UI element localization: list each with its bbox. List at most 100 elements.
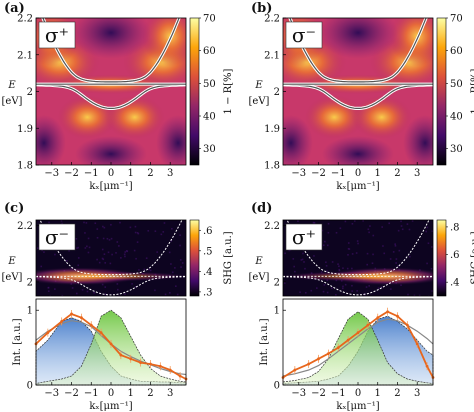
shg-noise: [346, 267, 349, 270]
intensity-panel-1: −3 −2 −1 0 1 2 3 0 1 kₓ[μm⁻¹] Int. [a.u.]: [259, 298, 435, 412]
data-point: [405, 323, 409, 327]
panel-letter: (a): [4, 1, 25, 16]
shg-frame: [35, 219, 187, 297]
data-point: [149, 362, 152, 366]
data-point: [119, 353, 123, 357]
shg-content: [36, 220, 186, 296]
shg-noise: [88, 246, 91, 249]
data-point: [425, 364, 429, 368]
shg-noise: [400, 220, 402, 223]
shg-noise: [409, 255, 411, 258]
shg-noise: [179, 244, 181, 247]
shg-noise: [102, 225, 104, 228]
panel-letter: (d): [251, 201, 272, 216]
shg-noise: [47, 290, 50, 292]
shg-noise: [363, 294, 366, 296]
shg-noise: [77, 264, 80, 267]
shg-noise: [116, 288, 119, 291]
shg-noise: [288, 249, 291, 252]
data-point: [178, 374, 182, 378]
data-point: [307, 362, 311, 366]
polarization-label: σ⁺: [45, 23, 69, 47]
shg-noise: [326, 244, 329, 247]
colorbar-tick-label: 60: [203, 46, 216, 57]
shg-noise: [292, 258, 295, 260]
shg-noise: [313, 255, 315, 257]
x-axis-label: kₓ[μm⁻¹]: [336, 181, 379, 192]
shg-noise: [338, 268, 341, 271]
x-tick-label: 1: [375, 388, 381, 399]
polarization-label: σ⁻: [292, 23, 316, 47]
data-point: [158, 364, 162, 368]
data-point: [346, 338, 350, 342]
shg-noise: [101, 248, 104, 251]
shg-noise: [135, 257, 137, 260]
shg-noise: [86, 290, 89, 293]
shg-noise: [398, 249, 401, 252]
shg-noise: [389, 258, 392, 260]
shg-noise: [147, 230, 150, 232]
shg-noise: [327, 222, 330, 225]
shg-noise: [337, 263, 339, 265]
shg-noise: [160, 233, 163, 236]
colorbar-tick-label: .6: [203, 226, 213, 237]
y-tick-label: 2.2: [264, 14, 280, 25]
y-tick-label: 2: [274, 87, 280, 98]
shg-noise: [134, 231, 137, 234]
shg-noise: [304, 291, 307, 294]
x-tick-label: −2: [64, 168, 79, 179]
shg-noise: [367, 228, 370, 231]
shg-noise: [372, 234, 375, 237]
shg-noise: [372, 253, 374, 256]
shg-noise: [338, 265, 340, 268]
shg-noise: [390, 288, 392, 290]
shg-noise: [163, 222, 166, 224]
model-curve: [35, 320, 187, 376]
y-tick-label: 2: [27, 277, 33, 288]
shg-noise: [323, 284, 326, 286]
shg-noise: [427, 242, 430, 245]
heatmap-dark-region: [403, 114, 433, 165]
shg-noise: [368, 285, 371, 287]
heatmap-panel-0: σ⁺ −3 −2 −1 0 1 2 3 1.8 1.9 2 2.1 2.2 kₓ[μm⁻¹] E [eV] (a…: [2, 1, 234, 192]
colorbar-tick-label: 40: [450, 112, 463, 123]
y-axis-label: Int. [a.u.]: [259, 318, 270, 365]
shg-noise: [75, 237, 78, 240]
shg-noise: [381, 226, 383, 228]
shg-noise: [351, 290, 353, 292]
lower-branch-curve: [36, 84, 186, 109]
data-curve: [35, 312, 187, 380]
x-tick-label: −1: [84, 388, 99, 399]
green-component-area: [282, 311, 434, 386]
shg-noise: [101, 257, 104, 260]
shg-noise: [76, 247, 78, 249]
shg-noise: [77, 257, 80, 259]
shg-noise: [118, 245, 120, 247]
polarization-label: σ⁺: [292, 225, 316, 249]
shg-noise: [316, 287, 318, 289]
data-point: [89, 323, 93, 327]
polarization-label: σ⁻: [45, 225, 69, 249]
shg-noise: [174, 267, 176, 269]
shg-noise: [164, 293, 167, 296]
x-tick-label: 2: [147, 388, 153, 399]
shg-noise: [143, 268, 146, 271]
x-tick-label: −2: [311, 388, 326, 399]
shg-noise: [123, 253, 126, 256]
shg-noise: [304, 267, 306, 270]
shg-noise: [104, 262, 107, 264]
shg-noise: [327, 231, 330, 234]
shg-noise: [301, 258, 304, 261]
colorbar: [189, 219, 200, 297]
data-point: [376, 316, 380, 320]
shg-noise: [61, 222, 63, 225]
shg-noise: [170, 240, 173, 242]
colorbar-tick-label: 30: [450, 144, 463, 155]
shg-noise: [401, 228, 404, 231]
shg-noise: [48, 221, 50, 224]
shg-noise: [103, 226, 106, 229]
shg-noise: [94, 222, 97, 225]
y-tick-label: 2: [27, 87, 33, 98]
y-axis-unit: [eV]: [249, 96, 270, 107]
